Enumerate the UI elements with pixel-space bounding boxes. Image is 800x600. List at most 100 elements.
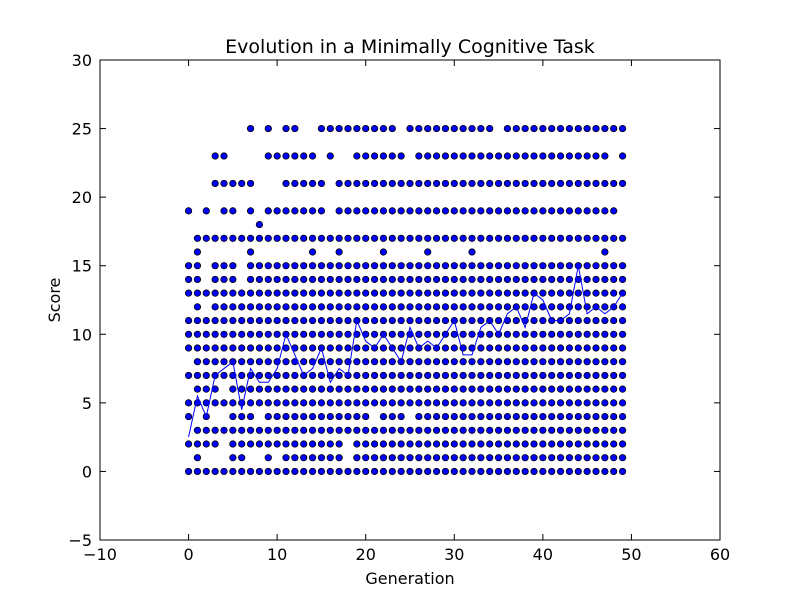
scatter-point [432, 426, 441, 434]
scatter-point [601, 358, 609, 366]
scatter-point [370, 275, 379, 284]
scatter-point [202, 371, 210, 380]
scatter-point [415, 426, 423, 434]
scatter-point [193, 454, 202, 462]
scatter-point [539, 371, 547, 380]
scatter-point [193, 303, 202, 311]
scatter-point [353, 262, 361, 270]
scatter-point [326, 275, 334, 284]
scatter-point [397, 399, 405, 407]
scatter-point [264, 467, 272, 476]
scatter-point [468, 454, 476, 462]
scatter-point [530, 152, 538, 160]
scatter-point [574, 344, 582, 352]
scatter-point [592, 316, 600, 325]
scatter-point [512, 344, 520, 352]
scatter-point [379, 385, 388, 393]
scatter-point [370, 454, 379, 462]
scatter-point [610, 124, 618, 133]
scatter-point [574, 440, 582, 448]
scatter-point [494, 316, 503, 325]
scatter-point [255, 303, 264, 311]
scatter-point [415, 399, 423, 407]
scatter-point [246, 124, 255, 133]
scatter-point [468, 152, 476, 160]
scatter-point [486, 412, 494, 421]
scatter-point [521, 289, 529, 297]
scatter-point [432, 440, 441, 448]
scatter-point [610, 207, 618, 215]
scatter-point [362, 289, 370, 297]
scatter-point [406, 440, 414, 448]
scatter-point [317, 412, 326, 421]
scatter-point [539, 358, 547, 366]
scatter-point [300, 207, 308, 215]
scatter-point [193, 262, 202, 270]
scatter-point [344, 303, 352, 311]
scatter-point [211, 275, 219, 284]
scatter-point [539, 207, 547, 215]
scatter-point [291, 124, 299, 133]
scatter-point [229, 385, 237, 393]
scatter-point [468, 289, 476, 297]
scatter-point [282, 440, 290, 448]
scatter-point [379, 179, 388, 188]
scatter-point [424, 344, 432, 352]
scatter-point [282, 207, 290, 215]
scatter-point [450, 426, 458, 434]
scatter-point [512, 179, 520, 188]
scatter-point [477, 399, 485, 407]
scatter-point [211, 426, 219, 434]
scatter-point [459, 262, 467, 270]
scatter-point [574, 385, 582, 393]
scatter-point [486, 207, 494, 215]
scatter-point [238, 289, 246, 297]
scatter-point [565, 289, 574, 297]
scatter-point [601, 289, 609, 297]
scatter-point [610, 385, 618, 393]
scatter-point [486, 440, 494, 448]
scatter-point [211, 440, 219, 448]
scatter-point [512, 426, 520, 434]
scatter-point [273, 440, 281, 448]
scatter-point [610, 399, 618, 407]
scatter-point [610, 358, 618, 366]
y-axis-label: Score [45, 278, 64, 323]
scatter-point [503, 289, 512, 297]
scatter-point [618, 358, 627, 366]
scatter-point [211, 358, 219, 366]
scatter-point [486, 234, 494, 242]
scatter-point [317, 234, 326, 242]
scatter-point [503, 371, 512, 380]
scatter-point [494, 467, 503, 476]
scatter-point [193, 248, 202, 256]
scatter-point [477, 344, 485, 352]
scatter-point [193, 275, 202, 284]
scatter-point [193, 234, 202, 242]
scatter-point [300, 275, 308, 284]
scatter-point [370, 385, 379, 393]
scatter-point [264, 330, 272, 338]
scatter-point [388, 179, 396, 188]
scatter-point [397, 234, 405, 242]
scatter-point [468, 234, 476, 242]
scatter-point [574, 371, 582, 380]
scatter-point [530, 330, 538, 338]
scatter-point [229, 330, 237, 338]
scatter-point [291, 440, 299, 448]
scatter-point [255, 234, 264, 242]
scatter-point [548, 440, 556, 448]
scatter-point [291, 385, 299, 393]
scatter-point [601, 330, 609, 338]
scatter-point [211, 467, 219, 476]
scatter-point [592, 440, 600, 448]
scatter-point [406, 275, 414, 284]
scatter-point [512, 207, 520, 215]
scatter-point [450, 358, 458, 366]
scatter-point [415, 289, 423, 297]
scatter-point [450, 179, 458, 188]
scatter-point [539, 426, 547, 434]
scatter-point [459, 152, 467, 160]
scatter-point [574, 316, 582, 325]
scatter-point [565, 412, 574, 421]
